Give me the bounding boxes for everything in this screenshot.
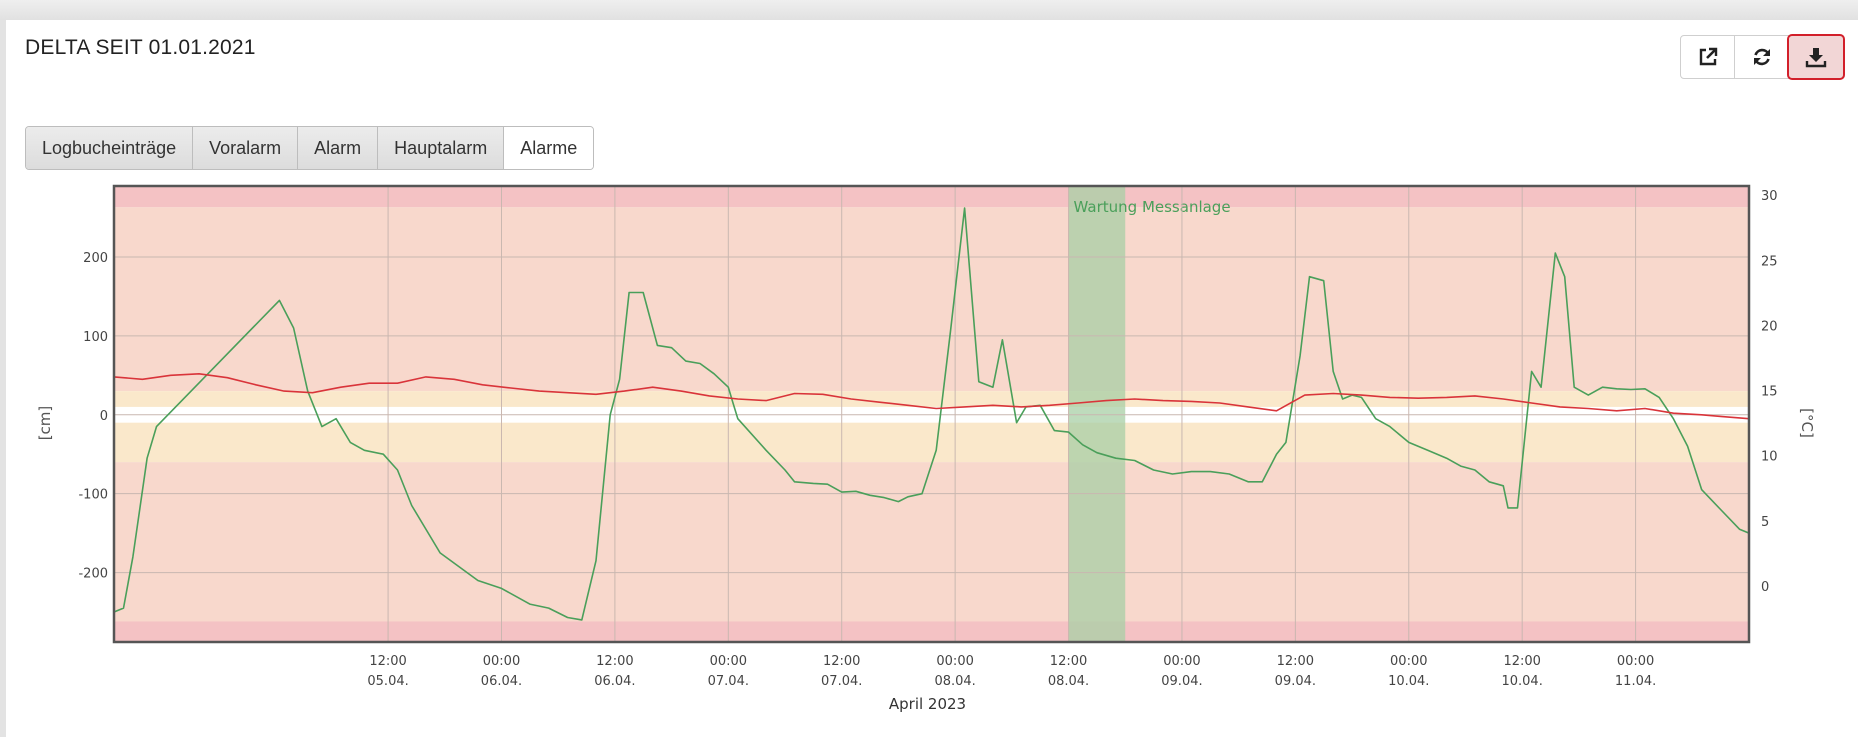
x-tick-time: 12:00	[1503, 654, 1540, 669]
threshold-band	[114, 186, 1749, 208]
x-tick-time: 12:00	[369, 654, 406, 669]
x-tick-date: 08.04.	[934, 674, 975, 689]
threshold-band	[114, 422, 1749, 463]
x-tick-time: 00:00	[710, 654, 747, 669]
series-group	[113, 207, 1750, 621]
x-tick-date: 09.04.	[1275, 674, 1316, 689]
x-tick-time: 00:00	[1617, 654, 1654, 669]
series-line	[113, 373, 1750, 420]
x-tick-date: 07.04.	[708, 674, 749, 689]
tab-hauptalarm[interactable]: Hauptalarm	[378, 127, 505, 169]
x-tick-time: 00:00	[483, 654, 520, 669]
x-tick-time: 12:00	[1050, 654, 1087, 669]
tab-alarme[interactable]: Alarme	[504, 127, 594, 169]
x-tick-date: 07.04.	[821, 674, 862, 689]
threshold-band	[114, 207, 1749, 392]
y-tick-label-left: 200	[83, 251, 108, 266]
x-tick-date: 09.04.	[1161, 674, 1202, 689]
x-tick-time: 00:00	[1390, 654, 1427, 669]
series-line	[113, 207, 1750, 621]
tab-alarm[interactable]: Alarm	[298, 127, 379, 169]
x-tick-date: 11.04.	[1615, 674, 1656, 689]
x-axis: 12:00 05.04. 00:00 06.04. 12:00 06.04. 00:00 07…	[367, 654, 1656, 689]
threshold-band	[114, 462, 1749, 622]
y-tick-label-right: 5	[1761, 515, 1769, 530]
y-tick-label-left: 100	[83, 330, 108, 345]
download-icon	[1805, 48, 1827, 68]
x-tick-date: 10.04.	[1388, 674, 1429, 689]
tab-voralarm[interactable]: Voralarm	[193, 127, 299, 169]
x-tick-time: 00:00	[1163, 654, 1200, 669]
x-tick-date: 06.04.	[481, 674, 522, 689]
y-tick-label-right: 20	[1761, 319, 1778, 334]
download-button[interactable]	[1787, 34, 1845, 80]
y-tick-label-right: 25	[1761, 254, 1778, 269]
x-tick-time: 12:00	[596, 654, 633, 669]
x-tick-date: 10.04.	[1501, 674, 1542, 689]
y-tick-label-right: 30	[1761, 189, 1778, 204]
grid	[114, 186, 1749, 642]
alarm-filter-tabs: Logbucheinträge Voralarm Alarm Hauptalar…	[25, 126, 595, 170]
threshold-bands	[114, 186, 1749, 642]
page-title: DELTA SEIT 01.01.2021	[25, 36, 256, 59]
open-external-icon	[1699, 47, 1717, 66]
open-external-button[interactable]	[1681, 36, 1735, 78]
maintenance-band	[1068, 186, 1126, 642]
y-tick-label-left: 0	[100, 409, 108, 424]
right-axis-title: [°C]	[1798, 408, 1816, 438]
y-tick-label-right: 15	[1761, 385, 1778, 400]
maintenance-annotation: Wartung Messanlage	[1068, 186, 1231, 642]
tab-logbucheintraege[interactable]: Logbucheinträge	[26, 127, 194, 169]
y-tick-label-right: 10	[1761, 450, 1778, 465]
refresh-button[interactable]	[1735, 36, 1789, 78]
x-tick-time: 12:00	[1277, 654, 1314, 669]
x-tick-time: 00:00	[936, 654, 973, 669]
chart-toolbar	[1680, 34, 1845, 80]
threshold-band	[114, 621, 1749, 642]
left-axis: 200 100 0 -100 -200	[78, 251, 108, 582]
threshold-band	[114, 391, 1749, 407]
x-axis-title: April 2023	[889, 695, 966, 713]
right-axis: 30 25 20 15 10 5 0	[1761, 189, 1778, 595]
x-tick-date: 05.04.	[367, 674, 408, 689]
refresh-icon	[1753, 48, 1770, 66]
plot-frame	[112, 184, 1751, 644]
x-tick-time: 12:00	[823, 654, 860, 669]
y-tick-label-left: -200	[78, 567, 108, 582]
x-tick-date: 08.04.	[1048, 674, 1089, 689]
left-axis-title: [cm]	[36, 406, 54, 441]
browser-top-strip	[0, 0, 1858, 20]
y-tick-label-left: -100	[78, 488, 108, 503]
y-tick-label-right: 0	[1761, 580, 1769, 595]
x-tick-date: 06.04.	[594, 674, 635, 689]
maintenance-label: Wartung Messanlage	[1074, 198, 1231, 216]
